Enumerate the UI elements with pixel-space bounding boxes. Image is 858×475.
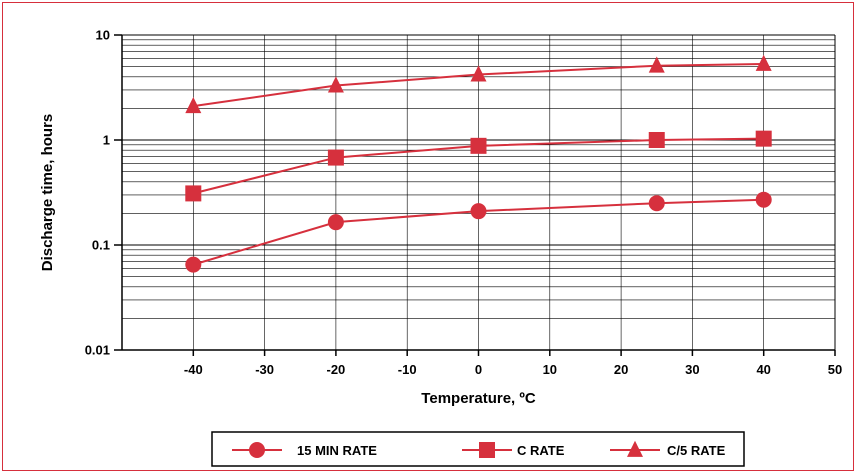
data-point-square — [470, 137, 487, 154]
legend-marker-triangle — [627, 440, 643, 457]
legend: 15 MIN RATE C RATE C/5 RATE — [211, 431, 745, 467]
data-point-circle — [470, 203, 487, 220]
x-tick-label: -30 — [255, 362, 274, 377]
data-point-square — [648, 132, 665, 148]
y-axis-title: Discharge time, hours — [39, 114, 56, 272]
x-tick-label: 10 — [543, 362, 557, 377]
data-point-circle — [755, 191, 772, 208]
x-tick-label: 0 — [475, 362, 482, 377]
x-axis-title: Temperature, ºC — [421, 390, 536, 407]
legend-marker-square — [479, 442, 495, 458]
y-tick-label: 0.1 — [92, 238, 110, 253]
data-point-square — [185, 185, 202, 202]
legend-label: C/5 RATE — [667, 443, 726, 458]
data-point-square — [755, 130, 772, 147]
data-point-circle — [648, 195, 665, 212]
x-tick-label: -20 — [327, 362, 346, 377]
data-point-square — [327, 149, 344, 166]
legend-label: C RATE — [517, 443, 565, 458]
legend-item-square: C RATE — [462, 442, 565, 458]
x-tick-label: 30 — [685, 362, 699, 377]
legend-label: 15 MIN RATE — [297, 443, 377, 458]
x-tick-label: 50 — [828, 362, 842, 377]
data-point-circle — [185, 256, 202, 273]
data-point-circle — [327, 214, 344, 231]
legend-item-triangle: C/5 RATE — [610, 440, 726, 458]
data-point-triangle — [470, 65, 487, 82]
x-tick-label: -10 — [398, 362, 417, 377]
series-circle — [185, 191, 772, 273]
data-point-triangle — [755, 54, 772, 71]
series-square — [185, 130, 772, 202]
data-point-triangle — [185, 96, 202, 114]
y-tick-label: 10 — [96, 28, 110, 43]
legend-marker-circle — [249, 442, 265, 458]
legend-item-circle: 15 MIN RATE — [232, 442, 377, 458]
series-triangle — [185, 54, 772, 114]
data-point-triangle — [327, 76, 344, 93]
y-tick-label: 0.01 — [85, 343, 110, 358]
data-point-triangle — [648, 56, 665, 73]
y-tick-label: 1 — [103, 133, 110, 148]
x-tick-label: 20 — [614, 362, 628, 377]
x-tick-label: -40 — [184, 362, 203, 377]
x-tick-label: 40 — [756, 362, 770, 377]
